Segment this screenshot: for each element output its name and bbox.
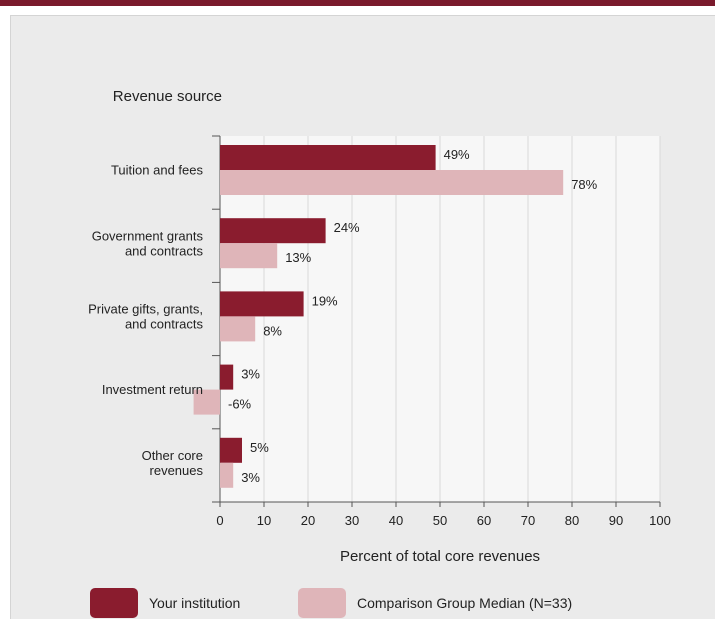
y-axis-title: Revenue source xyxy=(113,88,222,105)
legend-label-comparison-median: Comparison Group Median (N=33) xyxy=(357,595,572,611)
chart-panel: 0 10 20 30 40 50 60 70 80 90 100 49% 78% Tuition and … xyxy=(10,15,715,619)
data-label: 19% xyxy=(312,293,338,308)
x-tick-label: 100 xyxy=(649,513,671,528)
legend-swatch-your-institution xyxy=(90,588,138,618)
bar-your-institution xyxy=(220,218,326,244)
category-label: Other core xyxy=(142,448,203,463)
category-label: Tuition and fees xyxy=(111,163,204,178)
x-axis-title: Percent of total core revenues xyxy=(340,548,540,565)
data-label: 49% xyxy=(444,147,470,162)
x-tick-label: 40 xyxy=(389,513,403,528)
category-label: revenues xyxy=(150,463,204,478)
bar-comparison-median xyxy=(220,170,564,195)
header-accent-bar xyxy=(0,0,715,6)
data-label: 13% xyxy=(285,250,311,265)
bar-comparison-median xyxy=(193,389,220,415)
category-label: and contracts xyxy=(125,317,204,332)
category-label: and contracts xyxy=(125,243,204,258)
x-tick-label: 50 xyxy=(433,513,447,528)
x-tick-label: 70 xyxy=(521,513,535,528)
x-tick-label: 30 xyxy=(345,513,359,528)
category-label: Private gifts, grants, xyxy=(88,302,203,317)
bar-your-institution xyxy=(220,291,304,317)
bar-comparison-median xyxy=(220,243,278,269)
bar-your-institution xyxy=(220,437,242,463)
data-label: 3% xyxy=(241,367,260,382)
revenue-chart: 0 10 20 30 40 50 60 70 80 90 100 49% 78% Tuition and … xyxy=(88,88,671,618)
data-label: -6% xyxy=(228,397,252,412)
category-label: Government grants xyxy=(92,228,204,243)
bar-comparison-median xyxy=(220,316,256,342)
data-label: 78% xyxy=(571,177,597,192)
bar-your-institution xyxy=(220,364,234,390)
x-tick-label: 10 xyxy=(257,513,271,528)
x-tick-label: 20 xyxy=(301,513,315,528)
x-tick-label: 90 xyxy=(609,513,623,528)
legend-label-your-institution: Your institution xyxy=(149,595,240,611)
x-tick-label: 80 xyxy=(565,513,579,528)
category-label: Investment return xyxy=(102,382,203,397)
data-label: 3% xyxy=(241,470,260,485)
data-label: 8% xyxy=(263,323,282,338)
x-tick-label: 60 xyxy=(477,513,491,528)
x-tick-label: 0 xyxy=(216,513,223,528)
data-label: 24% xyxy=(334,220,360,235)
legend-swatch-comparison-median xyxy=(298,588,346,618)
bar-comparison-median xyxy=(220,462,234,488)
bar-your-institution xyxy=(220,145,436,170)
data-label: 5% xyxy=(250,440,269,455)
